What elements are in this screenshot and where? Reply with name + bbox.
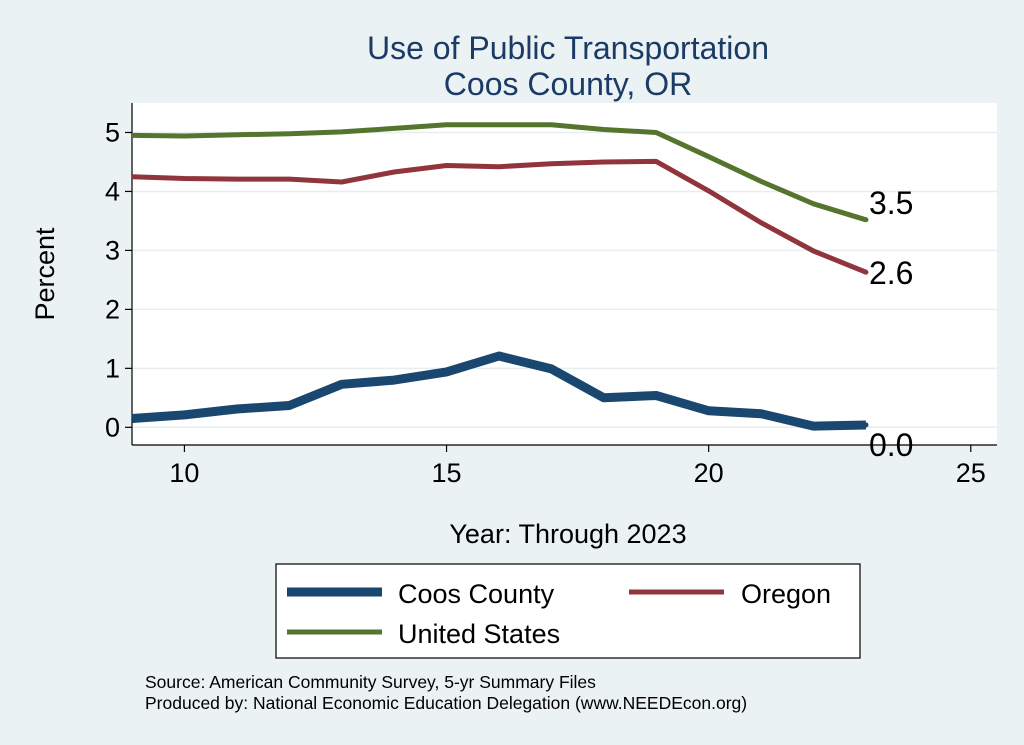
x-ticks: 10 15 20 25 [169,445,986,488]
legend-label-coos-county: Coos County [398,579,555,609]
legend-label-united-states: United States [398,619,560,649]
series-end-point [863,217,869,223]
y-tick-label: 5 [105,117,120,147]
end-labels: 3.5 2.6 0.0 [869,185,913,463]
series-lines [131,122,869,431]
legend-label-oregon: Oregon [741,579,831,609]
series-end-point [863,422,869,428]
series-line-united-states [131,122,867,223]
y-axis-title: Percent [30,227,60,321]
plot-area [132,103,997,445]
series-line-coos-county [131,351,866,431]
legend: Coos County Oregon United States [275,563,861,659]
x-tick-label: 10 [169,458,199,488]
end-label-coos-county: 0.0 [869,427,913,463]
x-tick-label: 15 [432,458,462,488]
chart-title: Use of Public Transportation [367,30,769,66]
source-note: Source: American Community Survey, 5-yr … [145,672,596,692]
y-tick-label: 4 [105,176,120,206]
y-tick-label: 3 [105,235,120,265]
chart-subtitle: Coos County, OR [444,66,692,102]
producer-note: Produced by: National Economic Education… [145,693,747,713]
series-line-oregon [131,158,867,275]
legend-box [275,563,861,659]
series-end-point [863,269,869,275]
y-tick-label: 0 [105,412,120,442]
end-label-oregon: 2.6 [869,255,913,291]
x-axis-title: Year: Through 2023 [449,519,686,549]
y-tick-label: 1 [105,353,120,383]
y-tick-label: 2 [105,294,120,324]
end-label-united-states: 3.5 [869,185,913,221]
x-tick-label: 20 [694,458,724,488]
x-tick-label: 25 [956,458,986,488]
y-ticks: 0 1 2 3 4 5 [105,117,132,442]
